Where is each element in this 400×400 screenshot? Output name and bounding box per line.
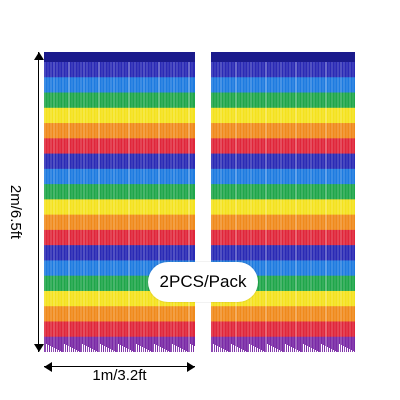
left-curtain-graphic xyxy=(44,52,195,352)
left-curtain-image xyxy=(44,52,195,352)
pack-quantity-badge: 2PCS/Pack xyxy=(148,262,258,302)
height-dimension-line xyxy=(38,52,39,352)
width-label: 1m/3.2ft xyxy=(92,367,147,384)
right-curtain-graphic xyxy=(211,52,355,352)
height-arrow-down-icon xyxy=(34,344,44,352)
height-arrow-up-icon xyxy=(34,52,44,60)
width-arrow-left-icon xyxy=(44,362,52,372)
width-arrow-right-icon xyxy=(187,362,195,372)
width-dimension-line xyxy=(44,366,195,367)
height-label: 2m/6.5ft xyxy=(7,184,24,240)
right-curtain-image xyxy=(211,52,355,352)
